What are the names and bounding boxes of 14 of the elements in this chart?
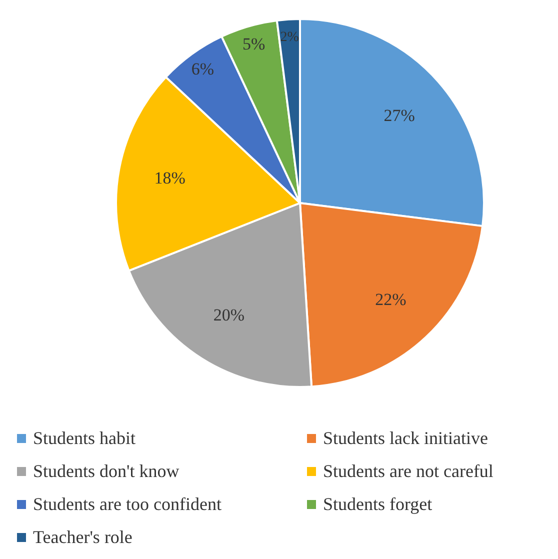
legend-label: Students are too confident bbox=[33, 494, 222, 515]
data-label: 6% bbox=[191, 60, 214, 79]
legend-label: Students are not careful bbox=[323, 461, 494, 482]
data-label: 27% bbox=[384, 106, 415, 125]
data-label: 22% bbox=[375, 290, 406, 310]
legend-label: Students lack initiative bbox=[323, 428, 488, 449]
legend-label: Students don't know bbox=[33, 461, 180, 482]
legend-label: Students forget bbox=[323, 494, 432, 515]
legend-label: Students habit bbox=[33, 428, 136, 449]
data-label: 20% bbox=[213, 305, 245, 324]
legend-label: Teacher's role bbox=[33, 527, 132, 548]
data-label: 18% bbox=[154, 168, 186, 188]
data-label: 2% bbox=[280, 30, 300, 46]
data-label: 5% bbox=[242, 34, 266, 54]
